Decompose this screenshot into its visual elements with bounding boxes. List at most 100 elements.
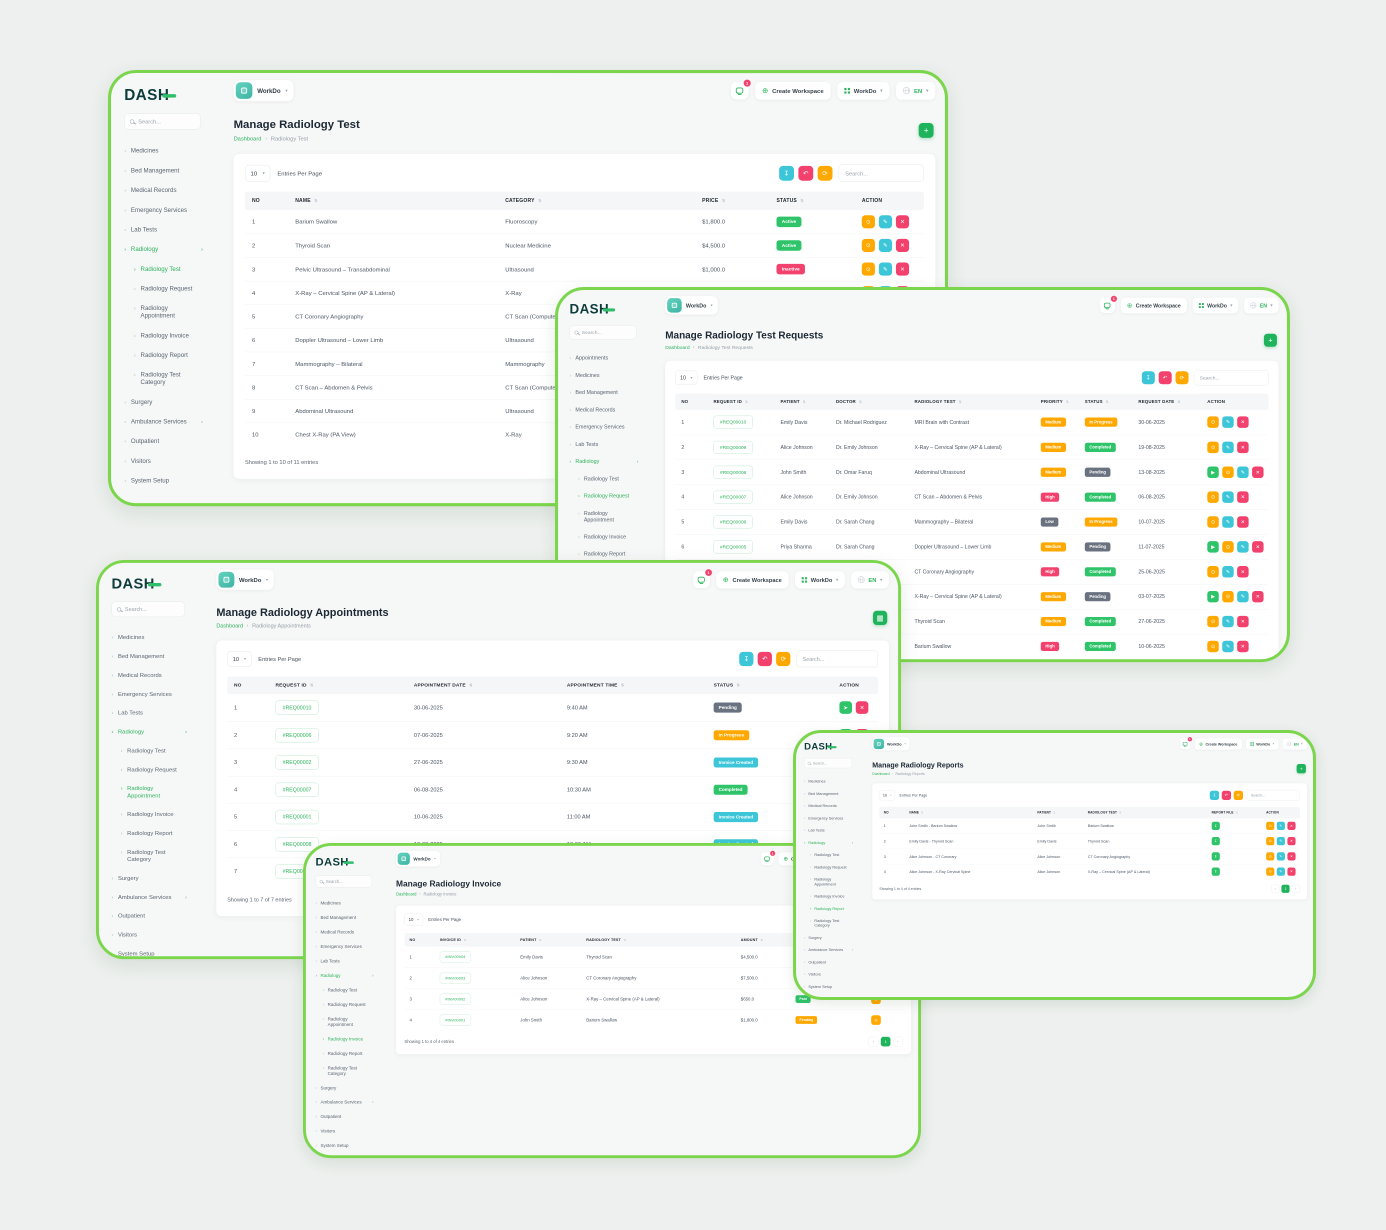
workdo-menu-button[interactable]: WorkDo ▾ bbox=[1245, 738, 1279, 750]
create-workspace-button[interactable]: ⊕ Create Workspace bbox=[1120, 297, 1187, 314]
delete-action-button[interactable]: ✕ bbox=[1252, 540, 1264, 553]
column-header-category[interactable]: CATEGORY ⇅ bbox=[500, 191, 698, 210]
column-header-patient[interactable]: PATIENT ⇅ bbox=[776, 393, 833, 410]
sidebar-item-radiology-invoice[interactable]: › Radiology Invoice bbox=[570, 528, 639, 545]
eye-action-button[interactable]: ⊙ bbox=[1207, 491, 1219, 503]
eye-action-button[interactable]: ⊙ bbox=[1207, 516, 1219, 528]
column-header-price[interactable]: PRICE ⇅ bbox=[697, 191, 773, 210]
sidebar-item-radiology-request[interactable]: › Radiology Request bbox=[316, 997, 374, 1011]
column-header-request-id[interactable]: REQUEST ID ⇅ bbox=[709, 393, 777, 410]
delete-action-button[interactable]: ✕ bbox=[895, 238, 910, 252]
eye-action-button[interactable]: ⊙ bbox=[861, 215, 875, 229]
delete-action-button[interactable]: ✕ bbox=[895, 215, 910, 229]
record-id-chip[interactable]: #REQ00001 bbox=[275, 809, 319, 824]
sidebar-item-radiology-report[interactable]: › Radiology Report bbox=[112, 824, 187, 843]
sidebar-item-visitors[interactable]: ›Visitors bbox=[804, 968, 853, 980]
workspace-switcher[interactable]: WorkDo ▾ bbox=[396, 851, 441, 867]
breadcrumb-dashboard-link[interactable]: Dashboard bbox=[872, 771, 890, 776]
edit-action-button[interactable]: ✎ bbox=[1222, 441, 1234, 453]
edit-action-button[interactable]: ✎ bbox=[1237, 590, 1249, 603]
column-header-amount[interactable]: AMOUNT ⇅ bbox=[737, 933, 793, 947]
delete-action-button[interactable]: ✕ bbox=[1237, 640, 1249, 653]
reply-button[interactable]: ↶ bbox=[1221, 790, 1232, 801]
download-action-button[interactable]: ↧ bbox=[1211, 821, 1220, 830]
sidebar-item-appointments[interactable]: › Appointments bbox=[570, 349, 639, 366]
sidebar-item-outpatient[interactable]: ›Outpatient bbox=[112, 906, 187, 925]
sidebar-item-surgery[interactable]: ›Surgery bbox=[804, 932, 853, 944]
sidebar-item-medical-records[interactable]: › Medical Records bbox=[316, 925, 374, 939]
sidebar-item-radiology-appointment[interactable]: › Radiology Appointment bbox=[316, 1012, 374, 1032]
workspace-switcher[interactable]: WorkDo ▾ bbox=[233, 80, 294, 102]
table-search-input[interactable] bbox=[1250, 793, 1296, 798]
breadcrumb-dashboard-link[interactable]: Dashboard bbox=[396, 891, 417, 897]
sidebar-search-input[interactable] bbox=[124, 606, 176, 613]
delete-action-button[interactable]: ✕ bbox=[1287, 852, 1296, 861]
edit-action-button[interactable]: ✎ bbox=[878, 262, 892, 276]
sidebar-item-radiology-test[interactable]: › Radiology Test bbox=[124, 259, 203, 279]
sidebar-item-radiology-request[interactable]: › Radiology Request bbox=[804, 861, 853, 873]
sidebar-search-input[interactable] bbox=[812, 761, 846, 766]
sidebar-item-radiology-request[interactable]: › Radiology Request bbox=[112, 760, 187, 779]
column-header-patient[interactable]: PATIENT ⇅ bbox=[517, 933, 584, 947]
entries-per-page-select[interactable]: 10 ▾ bbox=[879, 790, 896, 801]
column-header-report-file[interactable]: REPORT FILE ⇅ bbox=[1208, 806, 1264, 819]
sidebar-item-emergency-services[interactable]: › Emergency Services bbox=[124, 200, 203, 220]
sidebar-item-medical-records[interactable]: › Medical Records bbox=[112, 666, 187, 685]
column-header-appointment-date[interactable]: APPOINTMENT DATE ⇅ bbox=[409, 676, 563, 695]
messages-button[interactable]: 1 bbox=[760, 850, 776, 866]
eye-action-button[interactable]: ⊙ bbox=[1222, 590, 1234, 603]
language-button[interactable]: EN ▾ bbox=[1244, 297, 1279, 314]
eye-action-button[interactable]: ⊙ bbox=[1266, 867, 1275, 876]
table-search[interactable] bbox=[1246, 789, 1300, 801]
record-id-chip[interactable]: #INV00004 bbox=[439, 951, 471, 963]
record-id-chip[interactable]: #REQ00005 bbox=[713, 540, 753, 554]
sidebar-item-lab-tests[interactable]: › Lab Tests bbox=[112, 703, 187, 722]
edit-action-button[interactable]: ✎ bbox=[1237, 466, 1249, 478]
forward-action-button[interactable]: ➤ bbox=[839, 701, 852, 714]
sidebar-item-radiology-test[interactable]: › Radiology Test bbox=[804, 849, 853, 861]
language-button[interactable]: EN ▾ bbox=[851, 571, 889, 589]
pagination-next[interactable]: › bbox=[893, 1036, 903, 1047]
sidebar-item-system-setup[interactable]: ›System Setup bbox=[316, 1139, 374, 1153]
sidebar-item-radiology-request[interactable]: › Radiology Request bbox=[124, 279, 203, 299]
column-header-status[interactable]: STATUS⇅ bbox=[1080, 393, 1135, 410]
edit-action-button[interactable]: ✎ bbox=[1222, 565, 1234, 578]
sidebar-item-medicines[interactable]: › Medicines bbox=[124, 141, 203, 161]
create-workspace-button[interactable]: ⊕ Create Workspace bbox=[716, 571, 789, 589]
sidebar-item-radiology-request[interactable]: › Radiology Request bbox=[570, 487, 639, 504]
entries-per-page-select[interactable]: 10 ▾ bbox=[675, 370, 698, 385]
sidebar-item-surgery[interactable]: ›Surgery bbox=[112, 869, 187, 888]
sidebar-item-radiology-invoice[interactable]: › Radiology Invoice bbox=[112, 805, 187, 824]
sidebar-item-radiology-test-category[interactable]: ›Radiology Test Category bbox=[804, 915, 853, 932]
table-search-input[interactable] bbox=[802, 655, 872, 663]
sidebar-item-emergency-services[interactable]: › Emergency Services bbox=[112, 685, 187, 704]
delete-action-button[interactable]: ✕ bbox=[1237, 516, 1249, 528]
delete-action-button[interactable]: ✕ bbox=[1252, 590, 1264, 603]
sidebar-item-radiology[interactable]: › Radiology › bbox=[570, 453, 639, 470]
eye-action-button[interactable]: ⊙ bbox=[1266, 852, 1275, 861]
sidebar-item-bed-management[interactable]: › Bed Management bbox=[112, 647, 187, 666]
record-id-chip[interactable]: #REQ00009 bbox=[713, 440, 753, 454]
sidebar-item-surgery[interactable]: ›Surgery bbox=[124, 392, 203, 412]
edit-action-button[interactable]: ✎ bbox=[878, 215, 892, 229]
sidebar-search[interactable] bbox=[124, 113, 201, 130]
reply-button[interactable]: ↶ bbox=[798, 165, 814, 181]
breadcrumb-dashboard-link[interactable]: Dashboard bbox=[665, 344, 690, 351]
column-header-patient[interactable]: PATIENT ⇅ bbox=[1034, 806, 1086, 819]
record-id-chip[interactable]: #INV00002 bbox=[439, 993, 471, 1005]
eye-action-button[interactable]: ⊙ bbox=[1207, 640, 1219, 653]
sidebar-item-outpatient[interactable]: ›Outpatient bbox=[124, 431, 203, 451]
delete-action-button[interactable]: ✕ bbox=[1287, 837, 1296, 846]
add-button[interactable]: ▦ bbox=[872, 610, 888, 625]
record-id-chip[interactable]: #REQ00010 bbox=[275, 700, 319, 715]
sidebar-item-radiology[interactable]: › Radiology › bbox=[124, 239, 203, 259]
eye-action-button[interactable]: ⊙ bbox=[1207, 615, 1219, 628]
record-id-chip[interactable]: #INV00001 bbox=[439, 1014, 471, 1026]
sidebar-item-system-setup[interactable]: ›System Setup bbox=[124, 471, 203, 491]
download-action-button[interactable]: ↧ bbox=[1211, 837, 1220, 846]
sidebar-item-lab-tests[interactable]: › Lab Tests bbox=[124, 220, 203, 240]
sidebar-search-input[interactable] bbox=[581, 329, 628, 336]
workspace-switcher[interactable]: WorkDo ▾ bbox=[872, 737, 910, 751]
delete-action-button[interactable]: ✕ bbox=[1287, 821, 1296, 830]
column-header-doctor[interactable]: DOCTOR ⇅ bbox=[832, 393, 911, 410]
